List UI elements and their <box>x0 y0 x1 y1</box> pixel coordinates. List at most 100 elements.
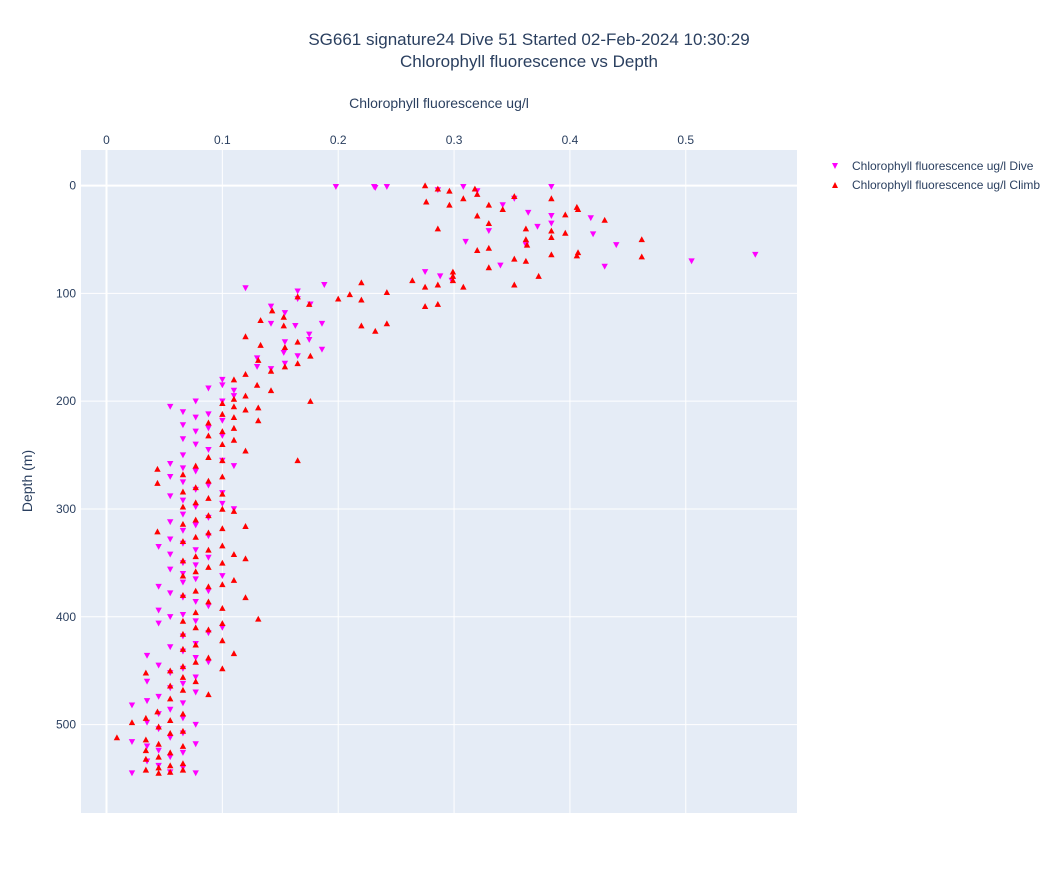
dive-point <box>167 461 174 467</box>
legend-label-climb: Chlorophyll fluorescence ug/l Climb <box>852 177 1041 192</box>
dive-point <box>485 228 493 235</box>
climb-point <box>179 471 187 478</box>
dive-point <box>589 231 597 238</box>
climb-point <box>219 581 226 588</box>
climb-point <box>142 766 150 773</box>
climb-point <box>205 564 212 570</box>
dive-point <box>179 511 187 518</box>
dive-point <box>167 614 174 620</box>
dive-point <box>230 463 238 470</box>
dive-point <box>155 583 162 590</box>
climb-point <box>155 753 162 760</box>
dive-point <box>548 183 555 190</box>
dive-point <box>192 468 199 475</box>
climb-point <box>167 730 174 736</box>
climb-point <box>242 333 249 340</box>
climb-point <box>142 714 150 721</box>
climb-point <box>230 414 238 421</box>
climb-point <box>219 457 226 464</box>
dive-point <box>332 183 340 190</box>
climb-point <box>179 630 187 637</box>
climb-point <box>179 766 187 773</box>
legend-item-climb[interactable]: Chlorophyll fluorescence ug/l Climb <box>826 175 1040 194</box>
climb-point <box>192 641 199 648</box>
climb-point <box>294 457 301 464</box>
climb-point <box>219 559 226 566</box>
legend: Chlorophyll fluorescence ug/l Dive Chlor… <box>826 156 1040 194</box>
climb-point <box>307 352 314 359</box>
climb-point <box>179 645 187 652</box>
climb-point <box>192 462 199 469</box>
climb-point <box>638 236 645 243</box>
dive-point <box>205 385 212 392</box>
climb-point <box>205 454 212 460</box>
climb-point <box>128 719 136 726</box>
climb-point <box>471 185 479 192</box>
climb-point <box>372 327 379 334</box>
climb-point <box>638 253 645 260</box>
dive-point <box>318 346 326 353</box>
climb-point <box>205 529 212 536</box>
climb-point <box>205 546 212 553</box>
dive-point <box>192 674 199 681</box>
climb-point <box>383 289 391 296</box>
y-tick-label: 200 <box>56 394 76 408</box>
dive-point <box>192 547 199 554</box>
dive-point <box>179 700 187 707</box>
climb-point <box>230 424 238 431</box>
climb-point <box>179 592 187 598</box>
climb-point <box>280 313 287 320</box>
climb-point <box>192 499 199 506</box>
x-tick-label: 0 <box>103 133 110 147</box>
climb-point <box>179 727 187 734</box>
dive-point <box>167 734 174 741</box>
dive-point <box>205 482 212 489</box>
climb-point <box>421 303 429 310</box>
chart-title-line2: Chlorophyll fluorescence vs Depth <box>400 52 658 71</box>
climb-point <box>485 244 493 251</box>
climb-point <box>474 247 481 253</box>
climb-point <box>281 344 289 350</box>
dive-point <box>192 741 199 748</box>
climb-point <box>358 322 365 329</box>
dive-point <box>167 566 174 573</box>
climb-point <box>383 320 391 327</box>
climb-point <box>192 568 199 575</box>
chart-title-line1: SG661 signature24 Dive 51 Started 02-Feb… <box>308 30 750 49</box>
climb-point <box>219 542 226 549</box>
legend-item-dive[interactable]: Chlorophyll fluorescence ug/l Dive <box>826 156 1040 175</box>
climb-point <box>230 576 238 583</box>
dive-point <box>155 662 162 669</box>
dive-point <box>242 285 249 292</box>
climb-point <box>142 669 150 676</box>
dive-point <box>497 262 504 269</box>
climb-point <box>192 533 199 540</box>
climb-point <box>179 557 187 564</box>
climb-point <box>219 604 226 611</box>
dive-point <box>205 603 212 610</box>
climb-point <box>230 507 238 514</box>
climb-point <box>446 201 453 208</box>
dive-point <box>281 310 289 316</box>
dive-point <box>143 719 151 726</box>
climb-point <box>205 495 212 501</box>
climb-point <box>155 740 162 747</box>
climb-point <box>219 410 226 417</box>
climb-point <box>219 473 226 480</box>
climb-point <box>255 357 262 363</box>
climb-point <box>230 551 238 557</box>
dive-point <box>306 337 313 343</box>
climb-point <box>167 695 174 702</box>
dive-point <box>219 382 226 389</box>
dive-point <box>128 770 136 777</box>
triangle-up-icon <box>832 181 838 188</box>
climb-point <box>205 654 212 661</box>
dive-point <box>192 689 199 696</box>
climb-point <box>192 516 199 523</box>
dive-point <box>219 624 226 631</box>
dive-point <box>179 409 187 416</box>
climb-point <box>255 615 262 622</box>
dive-point <box>179 680 187 687</box>
climb-point <box>230 436 238 443</box>
climb-point <box>230 395 238 402</box>
